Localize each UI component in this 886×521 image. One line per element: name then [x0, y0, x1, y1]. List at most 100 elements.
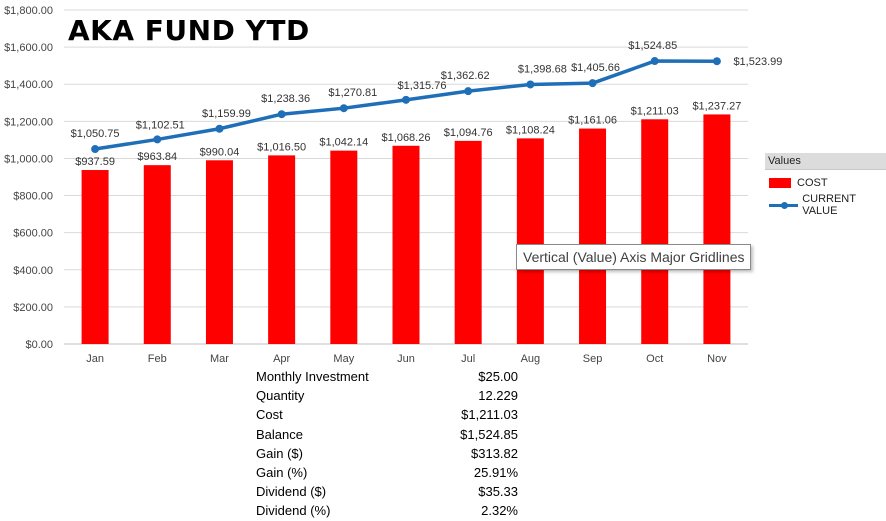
x-tick-label: Nov	[707, 353, 727, 365]
x-tick-label: May	[333, 353, 354, 365]
summary-row: Quantity 12.229	[256, 386, 518, 405]
y-tick-label: $1,800.00	[4, 5, 53, 17]
current-value-data-label: $1,362.62	[441, 70, 490, 82]
x-tick-label: Oct	[646, 353, 663, 365]
cost-data-label: $1,016.50	[257, 141, 306, 153]
summary-label: Monthly Investment	[256, 367, 369, 386]
current-value-data-label: $1,315.76	[398, 80, 447, 92]
summary-value: 2.32%	[481, 501, 518, 520]
cost-bar	[455, 141, 482, 344]
summary-label: Gain ($)	[256, 444, 303, 463]
summary-label: Cost	[256, 405, 283, 424]
y-axis-tick-labels: $0.00 $200.00 $400.00 $600.00 $800.00 $1,000.…	[4, 5, 53, 351]
current-value-point	[464, 87, 472, 95]
current-value-data-labels: $1,050.75 $1,102.51 $1,159.99 $1,238.36 $1,2…	[71, 40, 783, 140]
chart-title: AKA FUND YTD	[68, 14, 310, 47]
cost-data-label: $1,068.26	[382, 132, 431, 144]
summary-value: $313.82	[471, 444, 518, 463]
current-value-point	[340, 104, 348, 112]
x-tick-label: Jun	[397, 353, 415, 365]
legend-label-cost: COST	[797, 177, 828, 189]
cost-bar	[206, 160, 233, 344]
y-tick-label: $400.00	[13, 265, 53, 277]
summary-row: Balance $1,524.85	[256, 425, 518, 444]
summary-row: Dividend ($) $35.33	[256, 482, 518, 501]
current-value-data-label: $1,050.75	[71, 128, 120, 140]
cost-bar	[641, 119, 668, 344]
summary-value: $1,524.85	[460, 425, 518, 444]
y-tick-label: $1,400.00	[4, 79, 53, 91]
current-value-point	[91, 145, 99, 153]
summary-row: Monthly Investment $25.00	[256, 367, 518, 386]
legend-item-cost[interactable]: COST	[765, 172, 886, 194]
cost-data-label: $1,161.06	[568, 115, 617, 127]
cost-data-label: $963.84	[137, 151, 177, 163]
cost-bar	[144, 165, 171, 344]
x-tick-label: Apr	[273, 353, 290, 365]
summary-row: Cost $1,211.03	[256, 405, 518, 424]
x-tick-label: Feb	[148, 353, 167, 365]
x-tick-label: Mar	[210, 353, 229, 365]
cost-bar	[517, 138, 544, 344]
x-tick-label: Aug	[521, 353, 541, 365]
summary-row: Gain (%) 25.91%	[256, 463, 518, 482]
legend-swatch-cost	[769, 178, 791, 188]
current-value-point	[651, 57, 659, 65]
current-value-point	[589, 79, 597, 87]
summary-row: Dividend (%) 2.32%	[256, 501, 518, 520]
cost-data-label: $1,094.76	[444, 127, 493, 139]
y-tick-label: $0.00	[25, 339, 53, 351]
cost-data-label: $937.59	[75, 156, 115, 168]
cost-data-label: $1,237.27	[692, 100, 741, 112]
current-value-data-label: $1,159.99	[202, 108, 251, 120]
cost-data-label: $1,108.24	[506, 124, 555, 136]
summary-table: Monthly Investment $25.00 Quantity 12.229 …	[256, 367, 518, 521]
summary-label: Quantity	[256, 386, 304, 405]
legend[interactable]: Values COST CURRENT VALUE	[765, 153, 886, 216]
y-tick-label: $600.00	[13, 228, 53, 240]
y-tick-label: $200.00	[13, 302, 53, 314]
summary-row: Gain ($) $313.82	[256, 444, 518, 463]
cost-bar	[268, 155, 295, 344]
y-tick-label: $1,200.00	[4, 116, 53, 128]
summary-value: $1,211.03	[461, 405, 518, 424]
cost-bar	[703, 114, 730, 344]
summary-label: Dividend ($)	[256, 482, 326, 501]
cost-bar	[82, 170, 109, 344]
current-value-data-label: $1,523.99	[733, 56, 782, 68]
cost-bar	[579, 129, 606, 344]
cost-bar	[393, 146, 420, 344]
current-value-point	[713, 57, 721, 65]
current-value-data-label: $1,270.81	[328, 87, 377, 99]
summary-label: Gain (%)	[256, 463, 307, 482]
current-value-data-label: $1,238.36	[261, 93, 310, 105]
x-tick-label: Sep	[583, 353, 603, 365]
y-tick-label: $1,000.00	[4, 153, 53, 165]
current-value-point	[402, 96, 410, 104]
current-value-data-label: $1,398.68	[518, 63, 567, 75]
current-value-data-label: $1,102.51	[136, 119, 185, 131]
current-value-point	[278, 110, 286, 118]
summary-label: Dividend (%)	[256, 501, 330, 520]
gridlines-tooltip: Vertical (Value) Axis Major Gridlines	[516, 244, 751, 270]
summary-value: $35.33	[478, 482, 518, 501]
cost-data-label: $990.04	[200, 146, 240, 158]
summary-label: Balance	[256, 425, 303, 444]
legend-item-current-value[interactable]: CURRENT VALUE	[765, 194, 886, 216]
legend-swatch-current-value	[769, 200, 798, 210]
x-axis-tick-labels: Jan Feb Mar Apr May Jun Jul Aug Sep Oct Nov	[86, 353, 727, 365]
current-value-point	[526, 80, 534, 88]
x-tick-label: Jan	[86, 353, 104, 365]
cost-bar	[330, 151, 357, 344]
current-value-data-label: $1,524.85	[628, 40, 677, 52]
x-tick-label: Jul	[461, 353, 475, 365]
current-value-point	[215, 125, 223, 133]
summary-value: $25.00	[478, 367, 518, 386]
y-tick-label: $800.00	[13, 191, 53, 203]
legend-label-current-value: CURRENT VALUE	[802, 193, 886, 217]
current-value-point	[153, 135, 161, 143]
cost-data-label: $1,042.14	[319, 137, 368, 149]
legend-header: Values	[765, 153, 886, 170]
summary-value: 12.229	[478, 386, 518, 405]
summary-value: 25.91%	[474, 463, 518, 482]
